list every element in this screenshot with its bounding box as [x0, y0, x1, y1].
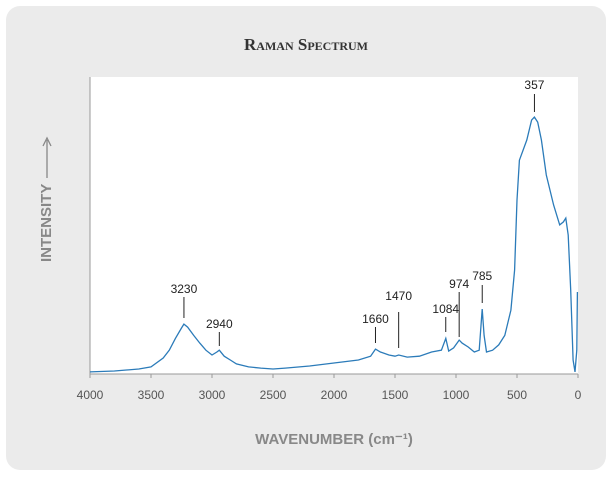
y-axis-label: INTENSITY	[38, 184, 55, 262]
x-tick-label: 0	[575, 388, 582, 402]
x-tick-label: 2500	[260, 388, 287, 402]
plot-area	[90, 77, 578, 374]
x-tick-label: 3000	[199, 388, 226, 402]
x-tick-label: 500	[507, 388, 527, 402]
chart-title: Raman Spectrum	[244, 35, 368, 54]
peak-label: 357	[524, 78, 544, 92]
peak-label: 1084	[432, 302, 459, 316]
x-tick-label: 4000	[77, 388, 104, 402]
x-axis-label: WAVENUMBER (cm⁻¹)	[255, 431, 413, 448]
peak-label: 974	[449, 277, 469, 291]
x-tick-label: 3500	[138, 388, 165, 402]
y-arrow-head	[42, 136, 52, 147]
peak-label: 3230	[171, 282, 198, 296]
x-tick-label: 2000	[321, 388, 348, 402]
peak-label: 2940	[206, 317, 233, 331]
x-tick-label: 1500	[382, 388, 409, 402]
peak-label: 785	[472, 269, 492, 283]
peak-label: 1660	[362, 312, 389, 326]
x-tick-label: 1000	[443, 388, 470, 402]
spectrum-line	[89, 116, 579, 373]
peak-label: 1470	[385, 289, 412, 303]
